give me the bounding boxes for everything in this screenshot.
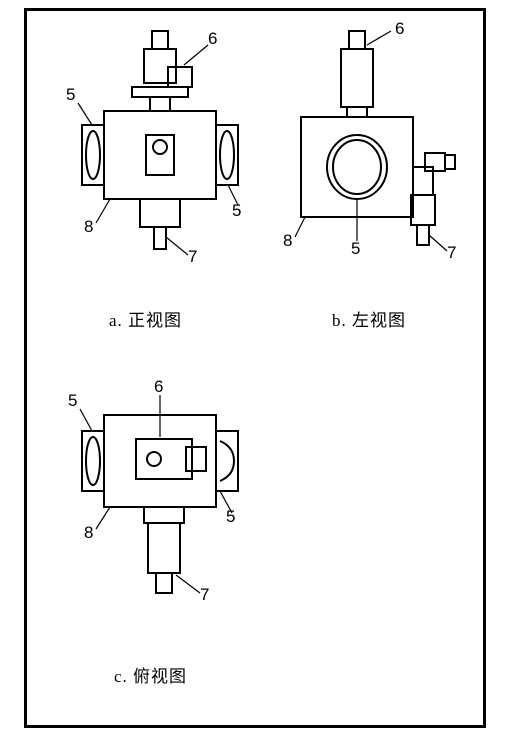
label-a-5-left: 5 [66, 85, 75, 105]
label-b-6: 6 [395, 19, 404, 39]
label-b-7: 7 [447, 243, 456, 263]
label-a-6: 6 [208, 29, 217, 49]
view-a: 6 5 5 8 7 [60, 25, 260, 295]
view-c: 6 5 5 8 7 [60, 375, 260, 665]
label-c-7: 7 [200, 585, 209, 605]
label-c-5-left: 5 [68, 391, 77, 411]
caption-c: c. 俯视图 [114, 662, 187, 687]
view-b: 6 5 8 7 [285, 25, 485, 295]
caption-b: b. 左视图 [332, 306, 406, 331]
label-b-8: 8 [283, 231, 292, 251]
label-c-5-right: 5 [226, 507, 235, 527]
label-a-7: 7 [188, 247, 197, 267]
caption-a: a. 正视图 [109, 306, 182, 331]
label-c-6: 6 [154, 377, 163, 397]
label-b-5: 5 [351, 239, 360, 259]
label-a-8: 8 [84, 217, 93, 237]
label-c-8: 8 [84, 523, 93, 543]
view-a-svg [60, 25, 260, 295]
label-a-5-right: 5 [232, 201, 241, 221]
